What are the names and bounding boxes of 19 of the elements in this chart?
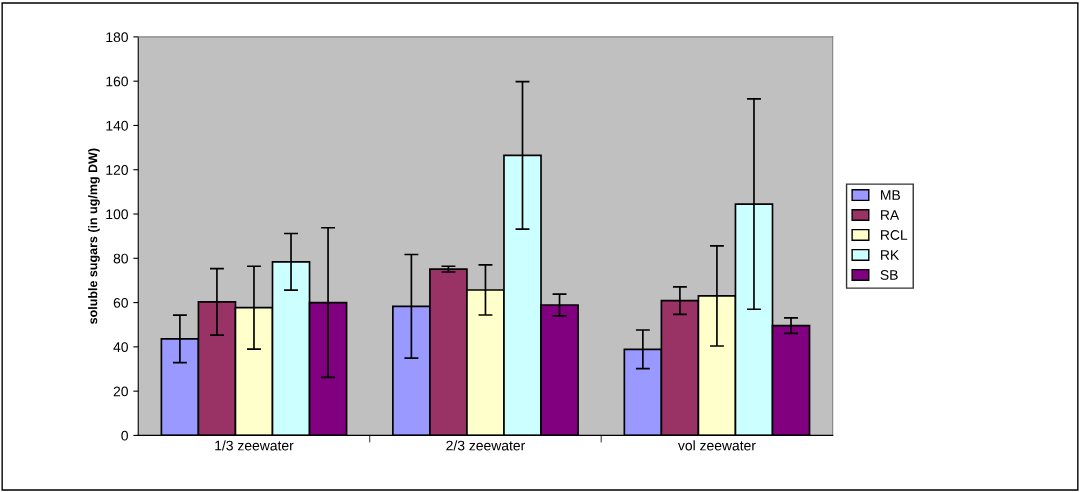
x-tick-label: vol zeewater — [678, 440, 756, 451]
y-tick-label: 120 — [106, 165, 128, 175]
y-tick-label: 140 — [106, 120, 128, 131]
legend-label: MB — [881, 190, 900, 200]
legend-label: RCL — [881, 230, 908, 240]
y-tick-label: 0 — [121, 430, 128, 441]
legend-label: RK — [881, 250, 900, 260]
legend-label: SB — [880, 270, 898, 280]
y-tick-label: 40 — [113, 342, 128, 353]
x-tick-label: 2/3 zeewater — [446, 440, 525, 451]
y-tick-label: 80 — [113, 253, 128, 264]
y-axis-title: soluble sugars (in ug/mg DW) — [88, 148, 100, 324]
x-tick-label: 1/3 zeewater — [215, 440, 294, 451]
y-tick-label: 160 — [106, 76, 128, 87]
y-tick-label: 20 — [113, 386, 128, 397]
y-tick-label: 180 — [106, 32, 128, 43]
y-tick-label: 100 — [106, 209, 128, 220]
y-tick-label: 60 — [113, 297, 128, 308]
legend-label: RA — [881, 210, 900, 220]
